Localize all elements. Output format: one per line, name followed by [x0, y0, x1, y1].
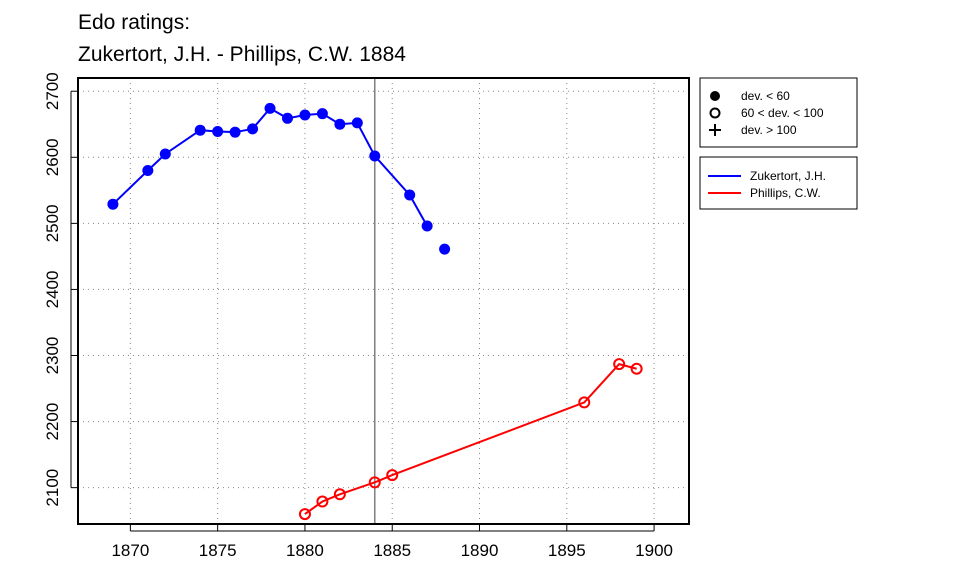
data-point-phillips-c-w [298, 508, 311, 521]
grid [78, 78, 689, 524]
y-tick-label: 2100 [43, 469, 62, 507]
legend-series-box [699, 156, 858, 210]
data-point-zukertort-j-h [229, 126, 241, 138]
plot-frame [77, 77, 690, 525]
x-tick-label: 1875 [199, 541, 237, 560]
legend-marker-label: dev. > 100 [741, 123, 797, 137]
legend-markers: dev. < 60 60 < dev. < 100 dev. > 100 [699, 77, 858, 148]
data-point-zukertort-j-h [316, 108, 328, 120]
legend-marker-label: dev. < 60 [741, 89, 790, 103]
data-point-phillips-c-w [578, 396, 591, 409]
plus-icon [709, 124, 721, 136]
data-point-phillips-c-w [316, 495, 329, 508]
x-tick-label: 1895 [548, 541, 586, 560]
data-point-zukertort-j-h [212, 126, 224, 138]
data-point-zukertort-j-h [334, 118, 346, 130]
legend-series: Zukertort, J.H. Phillips, C.W. [699, 156, 858, 210]
data-point-zukertort-j-h [351, 117, 363, 129]
filled-circle-icon [710, 91, 720, 101]
chart-title-line-1: Edo ratings: [78, 11, 190, 34]
x-axis: 1870 1875 1880 1885 1890 1895 1900 [111, 524, 673, 560]
x-tick-label: 1885 [373, 541, 411, 560]
y-tick-label: 2300 [43, 337, 62, 375]
data-point-zukertort-j-h [404, 189, 416, 201]
x-tick-label: 1890 [461, 541, 499, 560]
y-tick-label: 2600 [43, 138, 62, 176]
y-axis: 2100 2200 2300 2400 2500 2600 2700 [43, 72, 78, 507]
y-tick-label: 2200 [43, 403, 62, 441]
legend-series-label: Phillips, C.W. [750, 186, 821, 200]
data-point-zukertort-j-h [107, 198, 119, 210]
series-layer [107, 102, 643, 521]
data-point-phillips-c-w [368, 476, 381, 489]
data-point-zukertort-j-h [299, 109, 311, 121]
data-point-zukertort-j-h [264, 102, 276, 114]
y-tick-label: 2700 [43, 72, 62, 110]
data-point-zukertort-j-h [439, 243, 451, 255]
legend-markers-box [699, 77, 858, 148]
x-tick-label: 1870 [111, 541, 149, 560]
y-tick-label: 2500 [43, 204, 62, 242]
data-point-zukertort-j-h [421, 220, 433, 232]
data-point-zukertort-j-h [369, 150, 381, 162]
x-tick-label: 1900 [635, 541, 673, 560]
data-point-phillips-c-w [333, 488, 346, 501]
data-point-phillips-c-w [386, 469, 399, 482]
data-point-zukertort-j-h [247, 123, 259, 135]
data-point-zukertort-j-h [281, 112, 293, 124]
x-tick-label: 1880 [286, 541, 324, 560]
data-point-phillips-c-w [613, 358, 626, 371]
y-tick-label: 2400 [43, 271, 62, 309]
chart-title-line-2: Zukertort, J.H. - Phillips, C.W. 1884 [78, 43, 406, 66]
series-line-zukertort-j-h [112, 107, 429, 227]
data-point-phillips-c-w [630, 362, 643, 375]
data-point-zukertort-j-h [194, 124, 206, 136]
legend-series-label: Zukertort, J.H. [750, 169, 826, 183]
data-point-zukertort-j-h [159, 148, 171, 160]
series-line-phillips-c-w [304, 362, 637, 515]
data-point-zukertort-j-h [142, 165, 154, 177]
open-circle-icon [709, 107, 721, 119]
legend-marker-label: 60 < dev. < 100 [741, 106, 824, 120]
